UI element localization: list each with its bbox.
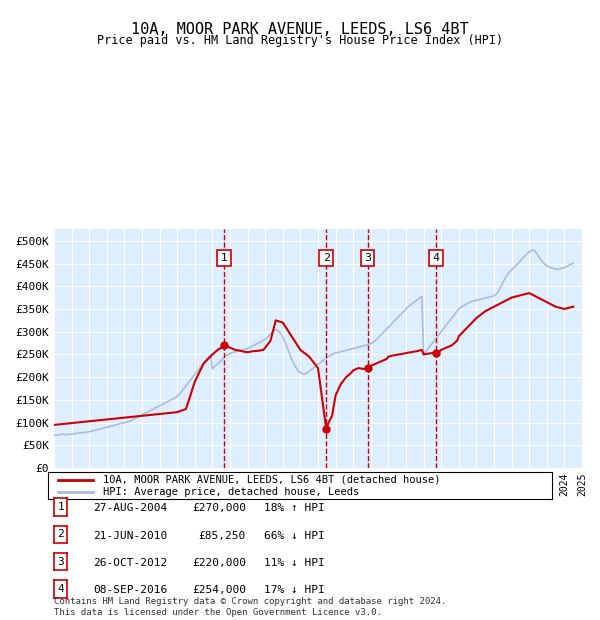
Text: 2: 2 (57, 529, 64, 539)
Text: 4: 4 (57, 584, 64, 594)
Text: 26-OCT-2012: 26-OCT-2012 (93, 558, 167, 568)
Text: 3: 3 (364, 253, 371, 263)
Text: Contains HM Land Registry data © Crown copyright and database right 2024.
This d: Contains HM Land Registry data © Crown c… (54, 598, 446, 617)
Text: £254,000: £254,000 (192, 585, 246, 595)
Text: 2: 2 (323, 253, 330, 263)
Text: 4: 4 (432, 253, 439, 263)
Text: 17% ↓ HPI: 17% ↓ HPI (264, 585, 325, 595)
Text: 66% ↓ HPI: 66% ↓ HPI (264, 531, 325, 541)
Text: HPI: Average price, detached house, Leeds: HPI: Average price, detached house, Leed… (103, 487, 359, 497)
Text: £220,000: £220,000 (192, 558, 246, 568)
Text: 11% ↓ HPI: 11% ↓ HPI (264, 558, 325, 568)
Text: £270,000: £270,000 (192, 503, 246, 513)
Text: 1: 1 (57, 502, 64, 512)
Text: 27-AUG-2004: 27-AUG-2004 (93, 503, 167, 513)
Text: 21-JUN-2010: 21-JUN-2010 (93, 531, 167, 541)
Text: 3: 3 (57, 557, 64, 567)
Text: 10A, MOOR PARK AVENUE, LEEDS, LS6 4BT (detached house): 10A, MOOR PARK AVENUE, LEEDS, LS6 4BT (d… (103, 475, 441, 485)
Text: 1: 1 (220, 253, 227, 263)
Text: 08-SEP-2016: 08-SEP-2016 (93, 585, 167, 595)
Text: Price paid vs. HM Land Registry's House Price Index (HPI): Price paid vs. HM Land Registry's House … (97, 34, 503, 47)
Text: £85,250: £85,250 (199, 531, 246, 541)
Text: 10A, MOOR PARK AVENUE, LEEDS, LS6 4BT: 10A, MOOR PARK AVENUE, LEEDS, LS6 4BT (131, 22, 469, 37)
Text: 18% ↑ HPI: 18% ↑ HPI (264, 503, 325, 513)
